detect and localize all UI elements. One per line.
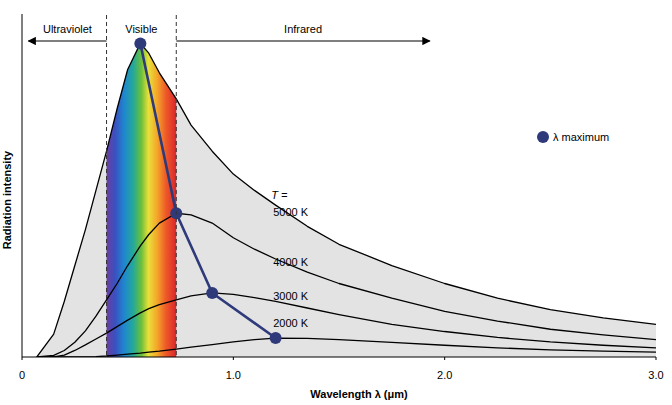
peak-marker [206,287,218,299]
region-label: Ultraviolet [43,23,92,35]
x-tick [444,357,445,360]
legend-label: λ maximum [553,131,609,143]
region-boundary [176,15,177,357]
visible-spectrum [107,14,177,357]
x-tick [656,357,657,360]
chart-container: 0 1.0 2.0 3.0 Wavelength λ (μm) Radiation int… [0,0,672,405]
legend-marker [537,131,549,143]
x-axis-label: Wavelength λ (μm) [310,388,408,400]
x-tick-label: 2.0 [437,369,452,381]
chart-svg: 0 1.0 2.0 3.0 Wavelength λ (μm) Radiation int… [0,0,672,405]
spectrum-group [107,14,177,357]
region-arrow [28,40,106,41]
region-label: Visible [125,23,157,35]
curve-label: 5000 K [273,206,309,218]
curve [37,338,656,357]
curve-label-prefix: T = [271,189,288,201]
curve [37,43,656,357]
curve-label: 4000 K [273,256,309,268]
region-label: Infrared [284,23,322,35]
x-tick-label: 3.0 [648,369,663,381]
x-tick-label: 0 [19,369,25,381]
region-arrow [176,40,430,41]
peak-marker [134,37,146,49]
curve-label: 3000 K [273,290,309,302]
curve-label: 2000 K [273,317,309,329]
region-boundary [106,15,107,357]
curve [37,213,656,357]
peak-line [140,43,275,338]
x-tick [233,357,234,360]
y-axis [22,14,23,357]
curve [37,293,656,357]
y-axis-label: Radiation intensity [1,150,13,249]
peak-marker [270,332,282,344]
x-tick-label: 1.0 [226,369,241,381]
plot-area [37,14,656,357]
x-axis [22,357,656,358]
x-tick [22,357,23,360]
